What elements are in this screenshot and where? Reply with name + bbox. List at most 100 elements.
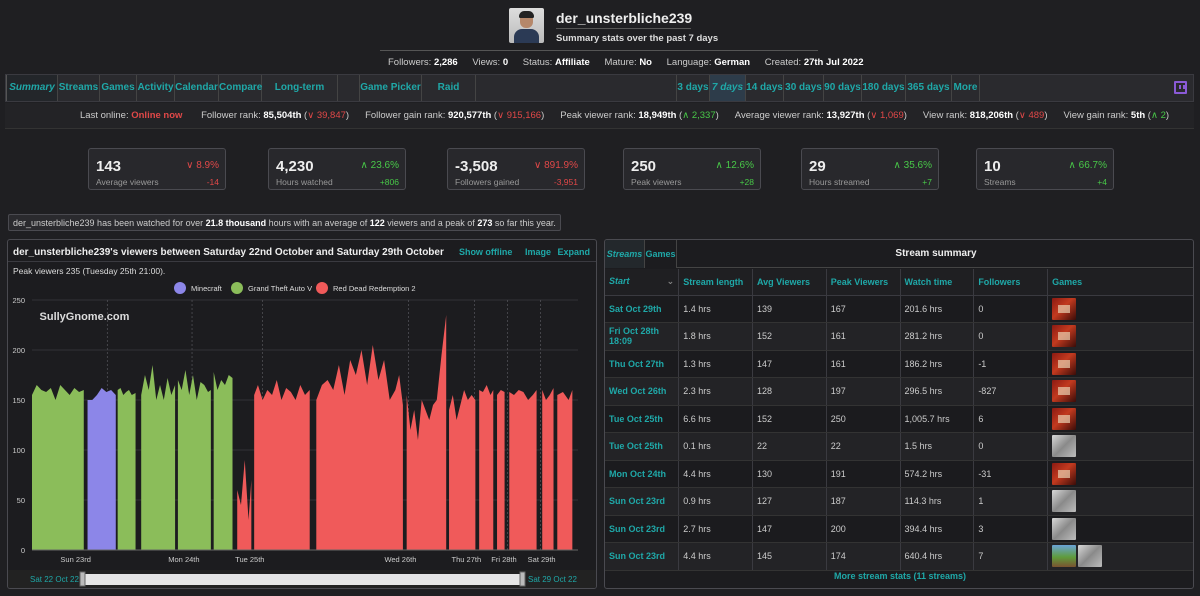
y-tick-label: 150	[12, 396, 25, 405]
navigator-handle-right[interactable]	[519, 571, 526, 587]
navigator-range[interactable]	[82, 574, 522, 585]
game-thumbnail-gta[interactable]	[1052, 435, 1077, 458]
tab-calendar[interactable]: Calendar	[175, 75, 219, 101]
twitch-icon[interactable]	[1174, 81, 1187, 94]
stat-card: 4,230 Hours watched ∧ 23.6% +806	[268, 148, 406, 190]
tab-summary[interactable]: Summary	[6, 75, 58, 101]
cell-start[interactable]: Sun Oct 23rd	[605, 542, 680, 571]
stat-card: 29 Hours streamed ∧ 35.6% +7	[801, 148, 939, 190]
col-avg-viewers[interactable]: Avg Viewers	[752, 269, 827, 296]
cell-avg: 145	[752, 542, 827, 571]
tab-games-table[interactable]: Games	[645, 240, 677, 268]
range-7-days[interactable]: 7 days	[710, 75, 746, 101]
cell-start[interactable]: Thu Oct 27th	[605, 350, 680, 378]
stat-percent: ∧ 12.6%	[715, 160, 754, 171]
game-thumbnail-rdr[interactable]	[1052, 462, 1077, 485]
stat-percent: ∨ 891.9%	[533, 160, 578, 171]
cell-watch: 394.4 hrs	[900, 515, 975, 543]
area-grand-theft-auto-v	[32, 385, 84, 550]
tab-compare[interactable]: Compare	[219, 75, 262, 101]
tab-streams-table[interactable]: Streams	[605, 240, 645, 268]
table-row[interactable]: Tue Oct 25th 0.1 hrs 22 22 1.5 hrs 0	[605, 432, 1193, 461]
col-followers[interactable]: Followers	[973, 269, 1049, 296]
tab-raid-finder[interactable]: Raid Finder	[422, 75, 476, 119]
expand-link[interactable]: Expand	[557, 247, 590, 257]
stat-value: -3,508	[455, 158, 498, 175]
tab-games[interactable]: Games	[100, 75, 137, 101]
channel-name[interactable]: der_unsterbliche239	[556, 10, 693, 26]
game-thumbnail-rdr[interactable]	[1052, 297, 1077, 320]
cell-start[interactable]: Tue Oct 25th	[605, 432, 680, 461]
game-thumbnail-rdr[interactable]	[1052, 380, 1077, 403]
cell-start[interactable]: Mon Oct 24th	[605, 460, 680, 488]
col-games[interactable]: Games	[1047, 269, 1193, 296]
image-link[interactable]: Image	[524, 247, 551, 257]
game-thumbnail-gta[interactable]	[1052, 490, 1077, 513]
range-30-days[interactable]: 30 days	[784, 75, 824, 101]
cell-peak: 161	[826, 322, 901, 351]
more-stream-stats-link[interactable]: More stream stats (11 streams)	[833, 571, 967, 581]
tab-game-picker[interactable]: Game Picker	[360, 75, 422, 101]
viewers-chart[interactable]: Minecraft Grand Theft Auto V Red Dead Rede…	[8, 278, 597, 570]
cell-games	[1047, 350, 1193, 378]
avatar[interactable]	[509, 8, 544, 43]
table-row[interactable]: Wed Oct 26th 2.3 hrs 128 197 296.5 hrs -827	[605, 377, 1193, 406]
range-90-days[interactable]: 90 days	[824, 75, 862, 101]
cell-start[interactable]: Wed Oct 26th	[605, 377, 680, 406]
table-row[interactable]: Sat Oct 29th 1.4 hrs 139 167 201.6 hrs 0	[605, 295, 1193, 323]
game-thumbnail-rdr[interactable]	[1052, 352, 1077, 375]
table-row[interactable]: Fri Oct 28th 18:09 1.8 hrs 152 161 281.2 hrs…	[605, 322, 1193, 351]
range-14-days[interactable]: 14 days	[746, 75, 784, 101]
range-365-days[interactable]: 365 days	[906, 75, 952, 101]
cell-watch: 1,005.7 hrs	[900, 405, 975, 433]
cell-length: 2.7 hrs	[678, 515, 753, 543]
range-more[interactable]: More	[952, 75, 980, 101]
game-thumbnail-gta[interactable]	[1078, 545, 1103, 568]
trend-up-icon: ∧	[1068, 160, 1076, 171]
cell-followers: 0	[973, 432, 1049, 461]
game-thumbnail-rdr[interactable]	[1052, 325, 1077, 348]
col-start[interactable]: Start ⌄	[605, 269, 680, 296]
cell-start[interactable]: Sat Oct 29th	[605, 295, 680, 323]
cell-avg: 127	[752, 487, 827, 516]
stat-value: 10	[984, 158, 1001, 175]
table-row[interactable]: Sun Oct 23rd 2.7 hrs 147 200 394.4 hrs 3	[605, 515, 1193, 543]
game-thumbnail-rdr[interactable]	[1052, 407, 1077, 430]
table-row[interactable]: Thu Oct 27th 1.3 hrs 147 161 186.2 hrs -1	[605, 350, 1193, 378]
cell-peak: 167	[826, 295, 901, 323]
cell-start[interactable]: Sun Oct 23rd	[605, 487, 680, 516]
tab-long-term-stats[interactable]: Long-term stats	[262, 75, 338, 119]
stream-summary-title: Stream summary	[677, 240, 1193, 268]
divider	[556, 28, 691, 29]
col-stream-length[interactable]: Stream length	[678, 269, 753, 296]
tab-streams[interactable]: Streams	[58, 75, 100, 101]
game-thumbnail-mc[interactable]	[1052, 545, 1077, 568]
range-3-days[interactable]: 3 days	[676, 75, 710, 101]
col-peak-viewers[interactable]: Peak Viewers	[826, 269, 901, 296]
stream-rows: Sat Oct 29th 1.4 hrs 139 167 201.6 hrs 0 Fri O…	[605, 295, 1193, 571]
tab-activity[interactable]: Activity	[137, 75, 175, 101]
table-row[interactable]: Mon Oct 24th 4.4 hrs 130 191 574.2 hrs -31	[605, 460, 1193, 488]
cell-start[interactable]: Fri Oct 28th 18:09	[605, 322, 680, 351]
x-tick-label: Tue 25th	[235, 555, 264, 564]
stream-table: Start ⌄ Stream length Avg Viewers Peak Vi…	[605, 269, 1193, 571]
legend-swatch	[174, 282, 186, 294]
table-row[interactable]: Sun Oct 23rd 0.9 hrs 127 187 114.3 hrs 1	[605, 487, 1193, 516]
cell-length: 1.8 hrs	[678, 322, 753, 351]
show-offline-link[interactable]: Show offline	[458, 247, 513, 257]
cell-followers: 7	[973, 542, 1049, 571]
cell-start[interactable]: Tue Oct 25th	[605, 405, 680, 433]
rank-item: View gain rank: 5th (∧ 2)	[1063, 110, 1170, 121]
range-180-days[interactable]: 180 days	[862, 75, 906, 101]
table-row[interactable]: Tue Oct 25th 6.6 hrs 152 250 1,005.7 hrs 6	[605, 405, 1193, 433]
legend-label: Grand Theft Auto V	[248, 284, 312, 293]
navigator-handle-left[interactable]	[79, 571, 86, 587]
cell-start[interactable]: Sun Oct 23rd	[605, 515, 680, 543]
cell-followers: -31	[973, 460, 1049, 488]
chart-navigator[interactable]: Sat 22 Oct 22 Sat 29 Oct 22	[8, 570, 597, 588]
table-row[interactable]: Sun Oct 23rd 4.4 hrs 145 174 640.4 hrs 7	[605, 542, 1193, 571]
col-watch-time[interactable]: Watch time	[900, 269, 975, 296]
rank-item: View rank: 818,206th (∨ 489)	[922, 110, 1048, 121]
rank-item: Peak viewer rank: 18,949th (∧ 2,337)	[560, 110, 719, 121]
game-thumbnail-gta[interactable]	[1052, 517, 1077, 540]
